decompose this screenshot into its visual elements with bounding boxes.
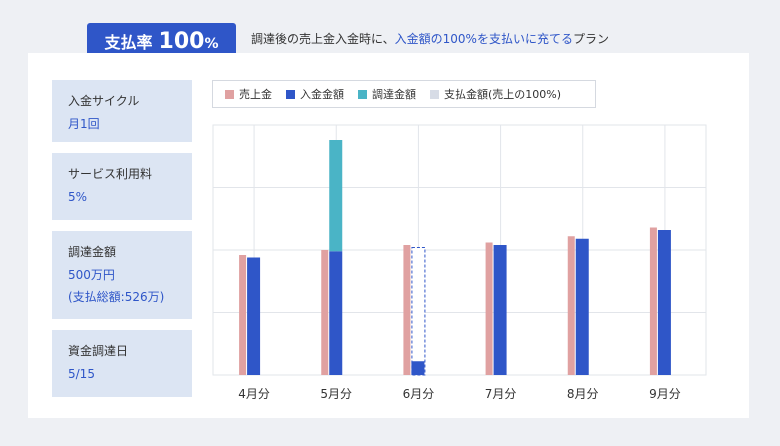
info-card-deposit-cycle: 入金サイクル 月1回 [52, 80, 192, 142]
bar-sales [567, 236, 575, 375]
x-tick-label: 8月分 [567, 387, 599, 401]
desc-suffix: プラン [572, 32, 609, 46]
legend-swatch-deposit [286, 89, 295, 99]
x-tick-label: 9月分 [649, 387, 681, 401]
x-tick-label: 6月分 [403, 387, 435, 401]
badge-label: 支払率 [104, 33, 153, 52]
legend-swatch-sales [225, 89, 234, 99]
badge-value-group: 100% [159, 29, 219, 54]
card-value: 500万円 [68, 268, 115, 282]
bar-funding [329, 140, 343, 252]
card-value: 5% [68, 190, 88, 204]
x-tick-label: 4月分 [238, 387, 270, 401]
x-tick-label: 5月分 [320, 387, 352, 401]
legend-label: 調達金額 [372, 88, 416, 101]
bar-deposit [575, 238, 589, 375]
card-label: 調達金額 [68, 245, 117, 259]
card-label: サービス利用料 [68, 167, 153, 181]
legend-item-deposit: 入金金額 [286, 86, 344, 102]
chart-legend: 売上金 入金金額 調達金額 支払金額(売上の100%) [212, 80, 596, 108]
legend-label: 支払金額(売上の100%) [444, 88, 562, 101]
card-value: 5/15 [68, 367, 95, 381]
card-value: 月1回 [68, 117, 100, 131]
bar-sales [403, 245, 411, 375]
bar-sales [321, 250, 329, 375]
bar-deposit [329, 251, 343, 375]
bar-sales [485, 242, 493, 375]
card-subvalue: (支払総額:526万) [68, 290, 165, 304]
info-card-funding-date: 資金調達日 5/15 [52, 330, 192, 397]
badge-value: 100 [158, 29, 205, 54]
legend-item-sales: 売上金 [225, 86, 272, 102]
info-card-service-fee: サービス利用料 5% [52, 153, 192, 220]
bar-deposit [657, 230, 671, 375]
legend-item-payment: 支払金額(売上の100%) [430, 86, 561, 102]
plan-description: 調達後の売上金入金時に、入金額の100%を支払いに充てるプラン [251, 30, 609, 47]
card-label: 入金サイクル [68, 94, 140, 108]
bar-sales [649, 227, 657, 375]
desc-prefix: 調達後の売上金入金時に、 [251, 32, 395, 46]
bar-payment [411, 247, 426, 376]
badge-unit: % [204, 36, 219, 52]
bar-sales [239, 255, 247, 375]
bar-deposit [247, 257, 261, 375]
card-label: 資金調達日 [68, 344, 129, 358]
legend-swatch-funding [358, 89, 367, 99]
x-tick-label: 7月分 [485, 387, 517, 401]
legend-swatch-payment [430, 89, 439, 99]
legend-label: 入金金額 [300, 88, 344, 101]
bar-deposit [411, 361, 425, 375]
info-card-funding-amount: 調達金額 500万円 (支払総額:526万) [52, 231, 192, 319]
desc-highlight: 入金額の100%を支払いに充てる [394, 32, 573, 46]
bar-deposit [493, 245, 507, 375]
legend-label: 売上金 [239, 88, 272, 101]
legend-item-funding: 調達金額 [358, 86, 416, 102]
